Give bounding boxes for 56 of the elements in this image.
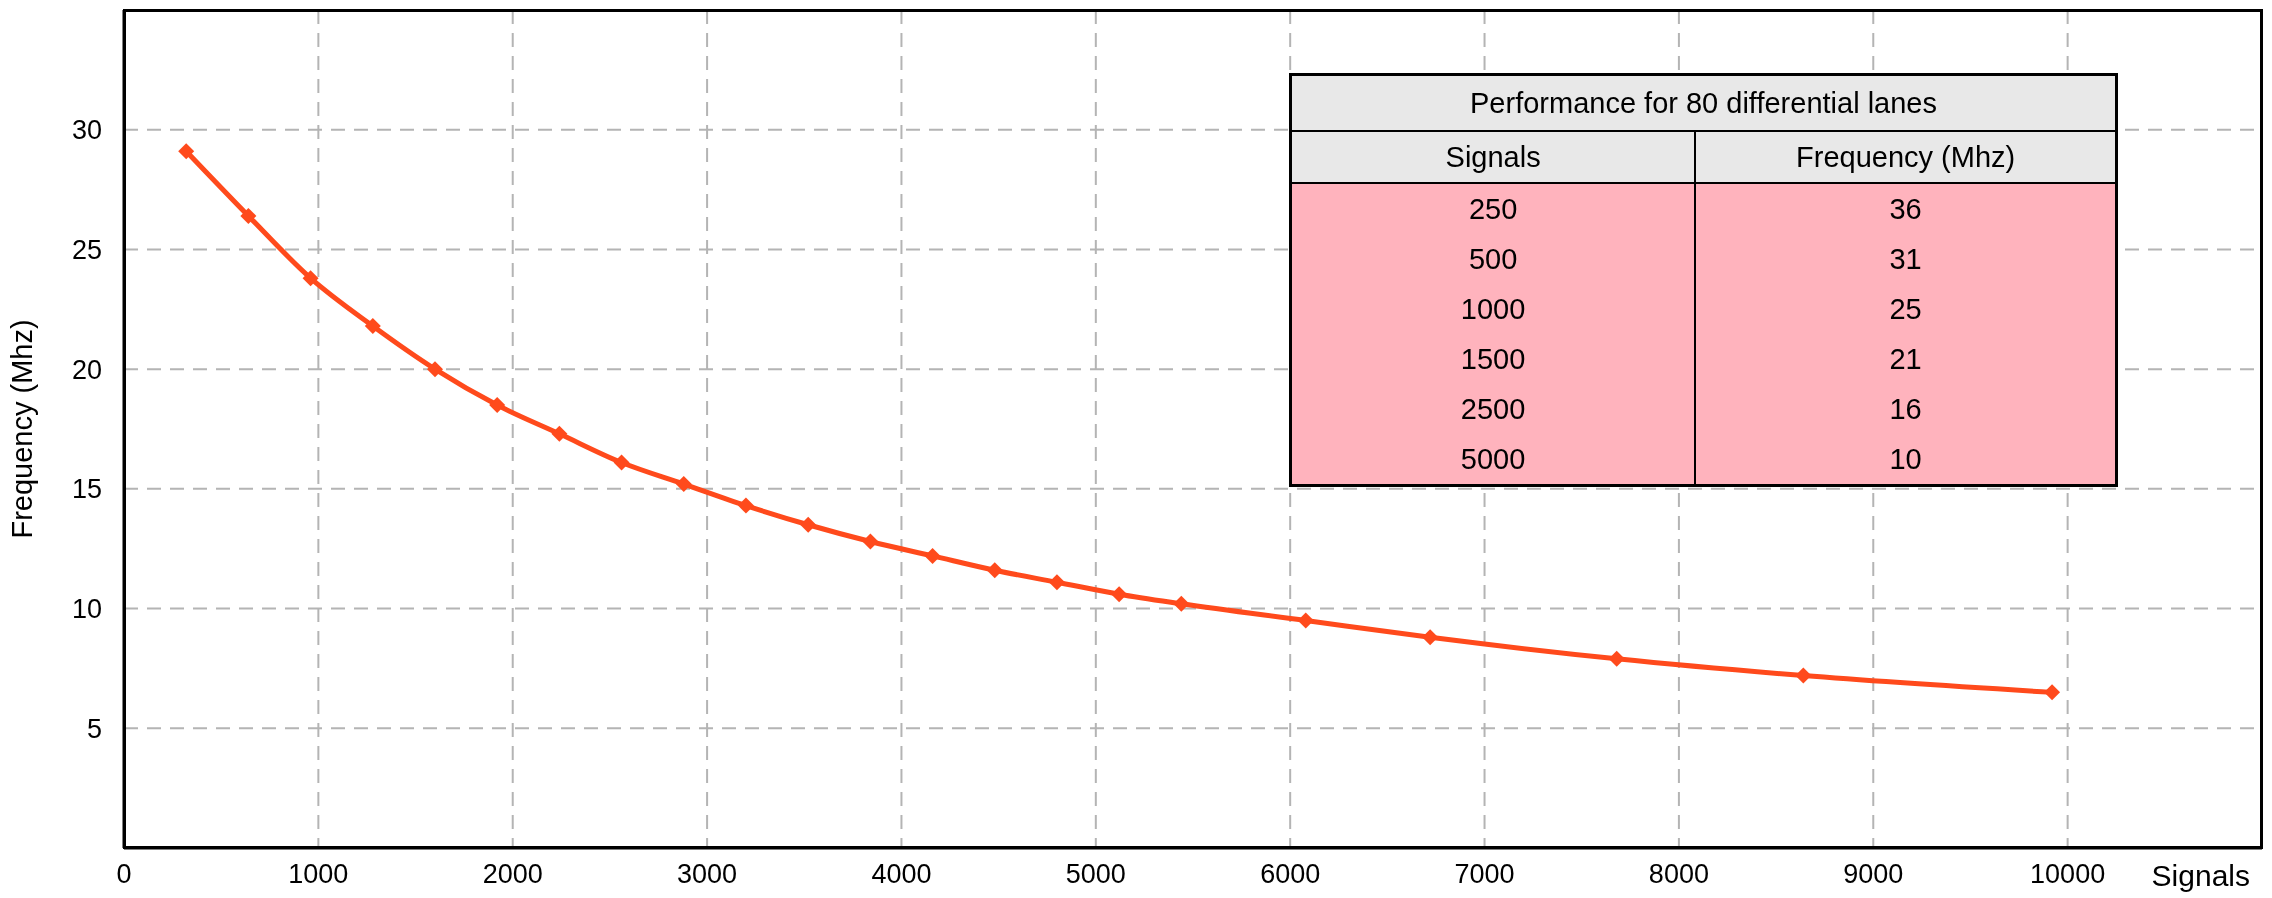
y-tick-label: 10 [71,594,102,625]
x-tick-label: 6000 [1260,859,1321,890]
x-tick-label: 10000 [2030,859,2106,890]
text: Frequency (Mhz) [1695,131,2117,183]
x-tick-label: 8000 [1648,859,1709,890]
point [924,547,941,564]
text: Signals [1290,131,1696,183]
point [800,516,817,533]
point [675,476,692,493]
point [302,270,319,287]
point [240,207,257,224]
point [862,533,879,550]
x-tick-label: 4000 [871,859,932,890]
point [1048,574,1065,591]
point [1173,595,1190,612]
point [2044,684,2061,701]
data-label: 25 [1695,284,2117,334]
x-tick-label: 3000 [677,859,738,890]
x-tick-label: 9000 [1843,859,1904,890]
data-label: 21 [1695,334,2117,384]
category-label: 2500 [1290,384,1696,434]
category-label: 1500 [1290,334,1696,384]
text: Performance for 80 differential lanes [1290,74,2117,131]
point [1297,612,1314,629]
point [737,497,754,514]
point [1111,586,1128,603]
category-label: 5000 [1290,434,1696,486]
point [489,397,506,414]
point [613,454,630,471]
point [364,318,381,335]
category-label: 1000 [1290,284,1696,334]
data-label: 31 [1695,234,2117,284]
point [426,361,443,378]
y-tick-label: 20 [71,354,102,385]
x-tick-label: 0 [116,859,132,890]
point [1795,667,1812,684]
x-tick-label: 5000 [1065,859,1126,890]
y-tick-label: 5 [86,713,102,744]
x-tick-label: 1000 [288,859,349,890]
data-label: 10 [1695,434,2117,486]
y-tick-label: 15 [71,474,102,505]
y-tick-label: 25 [71,235,102,266]
point [178,143,195,160]
point [986,562,1003,579]
point [1422,629,1439,646]
point [551,425,568,442]
data-label: 36 [1695,183,2117,234]
x-axis-title: Signals [2151,859,2250,892]
x-tick-label: 2000 [482,859,543,890]
category-label: 500 [1290,234,1696,284]
y-tick-label: 30 [71,115,102,146]
x-tick-label: 7000 [1454,859,1515,890]
category-label: 250 [1290,183,1696,234]
data-label: 16 [1695,384,2117,434]
point [1608,650,1625,667]
y-axis-title: Frequency (Mhz) [6,319,39,539]
